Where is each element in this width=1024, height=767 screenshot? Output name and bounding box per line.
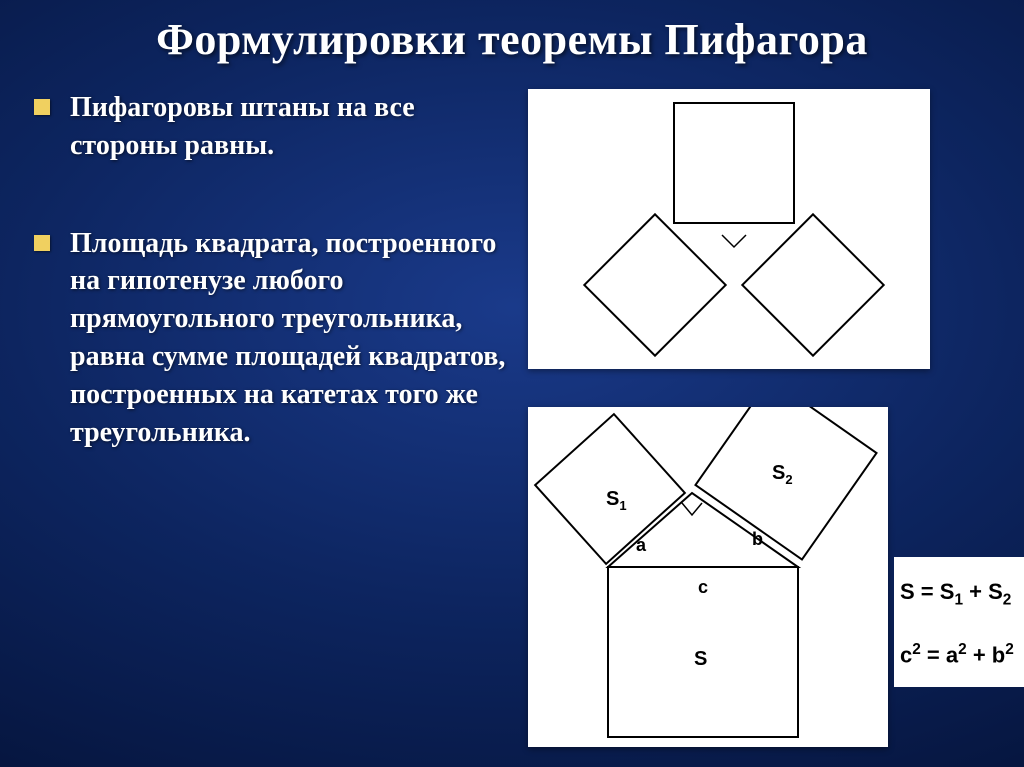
figure-1-pythagorean-pants [528,89,930,369]
figure-column: S1S2abcS S = S1 + S2 c2 = a2 + b2 [528,89,1024,747]
figure-2-labeled-proof: S1S2abcS [528,407,888,747]
bullet-list: Пифагоровы штаны на все стороны равны. П… [30,89,510,451]
slide: Формулировки теоремы Пифагора Пифагоровы… [0,0,1024,767]
svg-text:S: S [694,648,707,670]
svg-text:c: c [698,577,708,597]
bullet-item: Пифагоровы штаны на все стороны равны. [30,89,510,165]
formula-block: S = S1 + S2 c2 = a2 + b2 [894,557,1024,687]
svg-text:a: a [636,535,647,555]
figure-2-svg: S1S2abcS [528,407,888,747]
formula-area-sum: S = S1 + S2 [900,579,1014,609]
formula-pythagoras: c2 = a2 + b2 [900,641,1014,668]
figure-1-svg [528,89,930,369]
bullet-column: Пифагоровы штаны на все стороны равны. П… [30,89,510,747]
slide-title: Формулировки теоремы Пифагора [30,14,994,65]
figure-2-row: S1S2abcS S = S1 + S2 c2 = a2 + b2 [528,407,1024,747]
slide-body: Пифагоровы штаны на все стороны равны. П… [30,89,994,747]
svg-text:b: b [752,529,763,549]
bullet-item: Площадь квадрата, построенного на гипоте… [30,225,510,452]
